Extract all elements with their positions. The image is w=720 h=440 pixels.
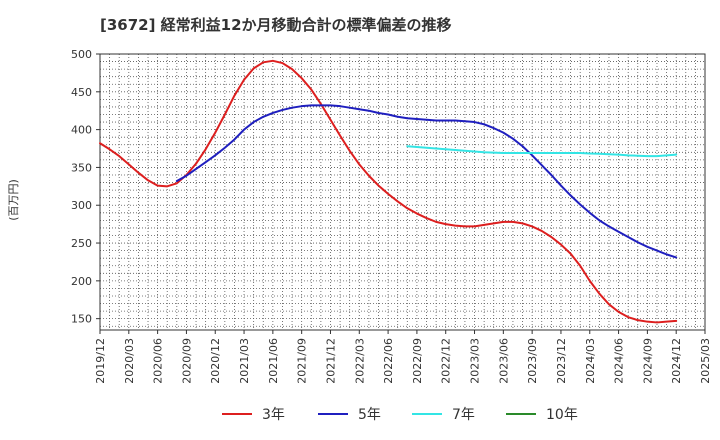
x-tick-label: 2024/09 (641, 338, 654, 384)
legend-label-3年: 3年 (262, 407, 285, 423)
y-tick-label: 150 (71, 313, 92, 326)
plot-frame (99, 53, 706, 331)
y-tick-label: 350 (71, 161, 92, 174)
series-line-7年 (406, 145, 678, 158)
x-tick-label: 2022/09 (411, 338, 424, 384)
y-axis-title: (百万円) (7, 179, 20, 221)
x-tick-label: 2023/09 (526, 338, 539, 384)
x-tick-label: 2019/12 (94, 338, 107, 384)
x-tick-label: 2023/03 (469, 338, 482, 384)
legend-label-5年: 5年 (358, 407, 381, 423)
x-tick-label: 2025/03 (699, 338, 712, 384)
chart-title: [3672] 経常利益12か月移動合計の標準偏差の推移 (100, 16, 452, 34)
x-tick-label: 2021/12 (324, 338, 337, 384)
legend: 3年 5年 7年 10年 (222, 407, 578, 423)
y-tick-label: 200 (71, 275, 92, 288)
legend-label-7年: 7年 (452, 407, 475, 423)
y-tick-label: 500 (71, 48, 92, 61)
x-tick-label: 2024/12 (670, 338, 683, 384)
x-tick-label: 2024/03 (584, 338, 597, 384)
x-tick-label: 2023/12 (555, 338, 568, 384)
legend-label-10年: 10年 (546, 407, 578, 423)
y-axis-ticks: 150 200 250 300 350 400 450 500 (71, 48, 100, 326)
y-tick-label: 300 (71, 199, 92, 212)
series-line-3年 (99, 59, 678, 324)
x-tick-label: 2022/03 (353, 338, 366, 384)
x-axis-ticks: 2019/12 2020/03 2020/06 2020/09 2020/12 2021/… (94, 330, 712, 384)
x-tick-label: 2021/06 (267, 338, 280, 384)
x-tick-label: 2021/09 (296, 338, 309, 384)
x-tick-label: 2020/06 (152, 338, 165, 384)
y-tick-label: 450 (71, 86, 92, 99)
y-tick-label: 250 (71, 237, 92, 250)
x-tick-label: 2020/09 (180, 338, 193, 384)
grid-layer (100, 54, 705, 330)
y-tick-label: 400 (71, 124, 92, 137)
x-tick-label: 2021/03 (238, 338, 251, 384)
x-tick-label: 2023/06 (497, 338, 510, 384)
x-tick-label: 2024/06 (613, 338, 626, 384)
series-layer (99, 59, 678, 324)
x-tick-label: 2022/12 (440, 338, 453, 384)
series-line-5年 (175, 104, 678, 259)
x-tick-label: 2020/03 (123, 338, 136, 384)
x-tick-label: 2020/12 (209, 338, 222, 384)
x-tick-label: 2022/06 (382, 338, 395, 384)
